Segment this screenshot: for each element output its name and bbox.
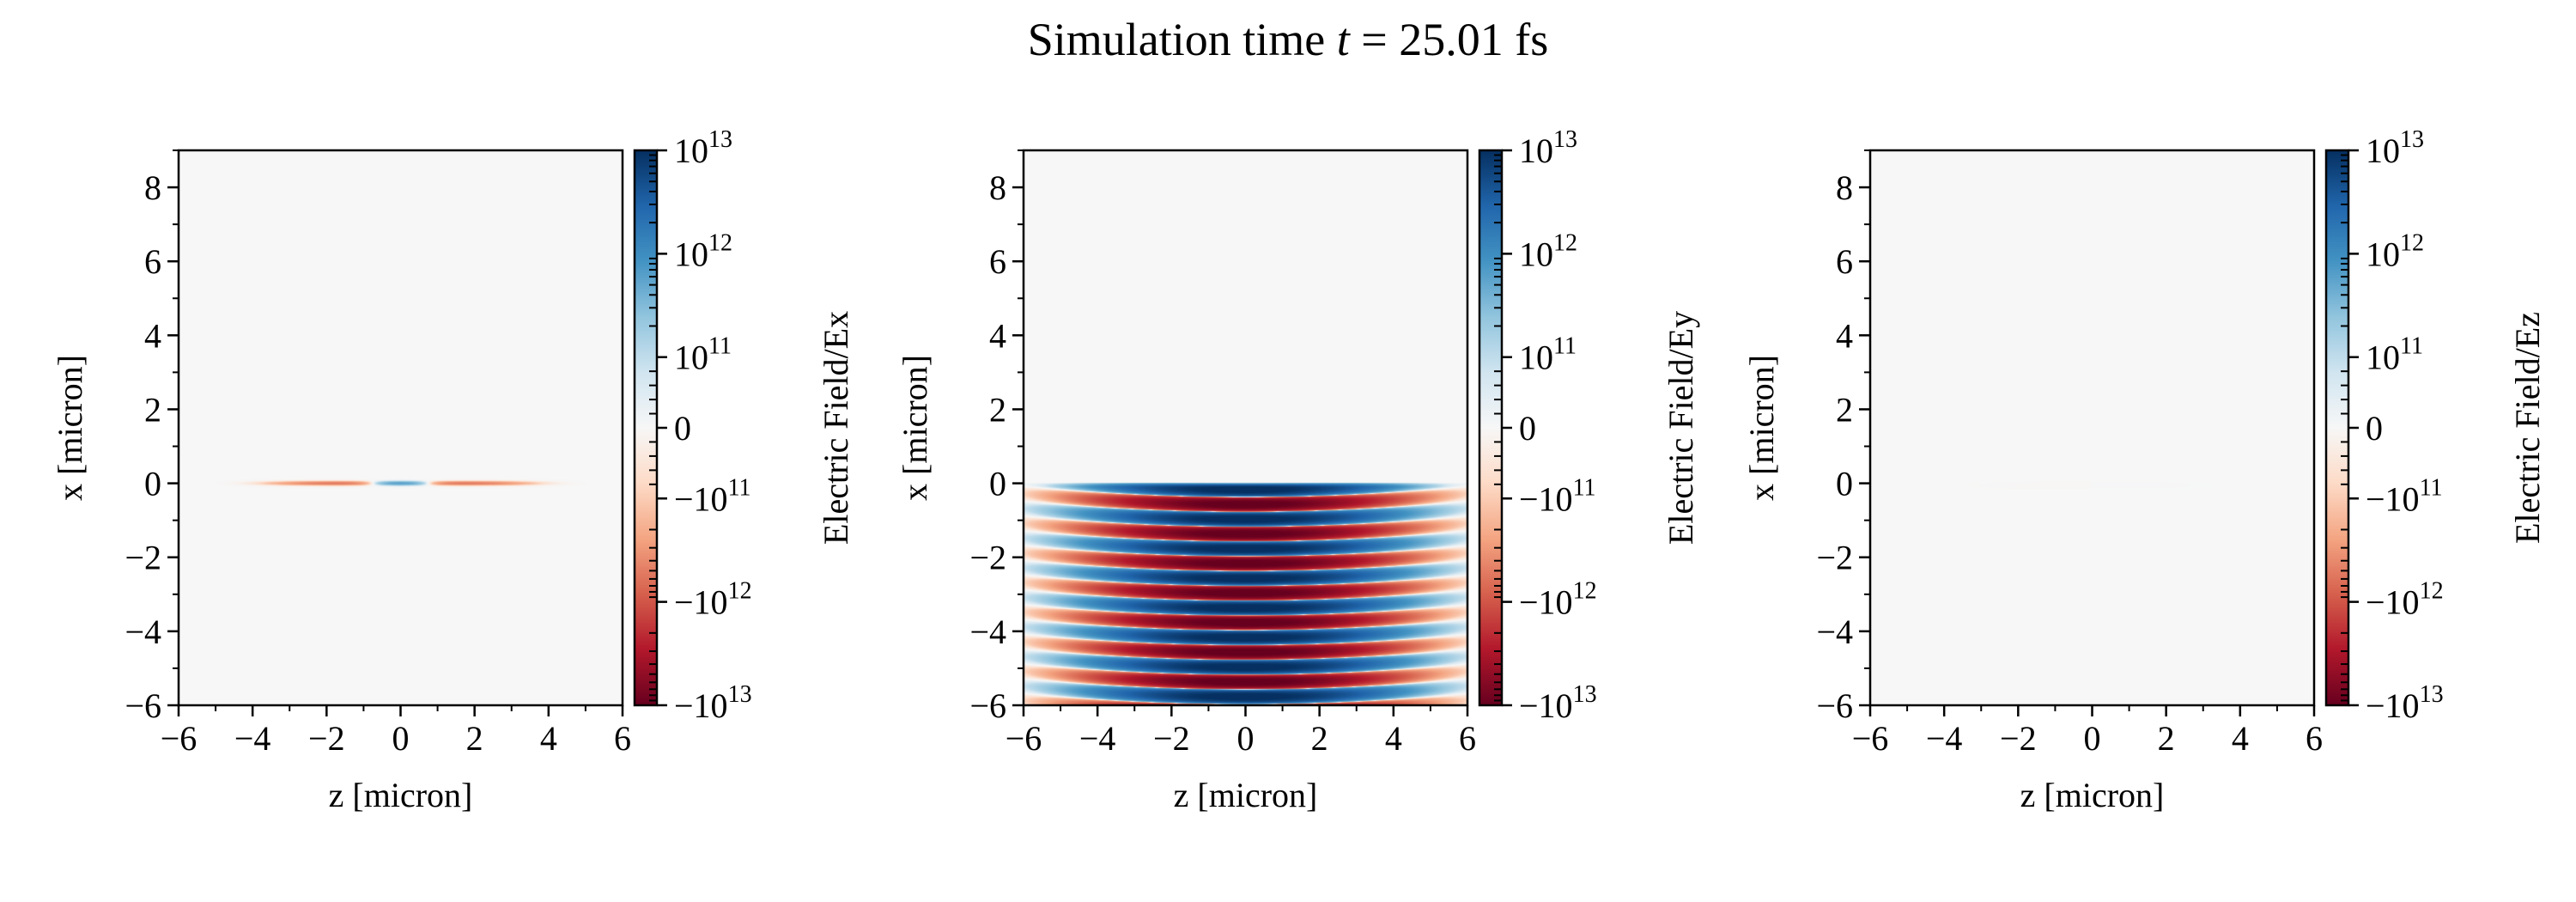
y-tick-label: 2 [1836,390,1853,429]
colorbar-tick-label: −1011 [674,474,751,518]
colorbar-tick-label: 1011 [1519,333,1577,377]
y-axis-label: x [micron] [896,355,934,501]
heatmap-image [1870,150,2314,705]
colorbar-tick-label: −1013 [674,681,752,725]
y-tick-label: 2 [989,390,1006,429]
subplot-ey: −6 −4 −2 0 2 4 6 −6 −4 −2 0 2 4 6 8 z [micron] x [micron… [896,126,1700,814]
colorbar-tick-label: 1012 [674,229,732,273]
colorbar-label: Electric Field/Ey [1662,311,1700,545]
x-axis-label: z [micron] [2020,776,2165,814]
x-tick-label: 2 [1311,719,1328,758]
colorbar-label: Electric Field/Ex [817,311,855,545]
x-tick-label: −2 [1153,719,1190,758]
x-tick-label: −4 [1079,719,1116,758]
x-tick-label: 4 [2232,719,2249,758]
x-tick-label: 2 [2158,719,2175,758]
x-axis-label: z [micron] [1174,776,1318,814]
x-tick-label: −6 [1852,719,1889,758]
colorbar-gradient [635,150,657,705]
y-tick-label: −2 [1816,539,1853,577]
colorbar-tick-label: −1011 [2366,474,2443,518]
figure-title: Simulation time t = 25.01 fs [1028,14,1548,65]
x-tick-label: 6 [2306,719,2323,758]
x-tick-label: −6 [1005,719,1042,758]
colorbar-tick-label: 1012 [2366,229,2424,273]
y-tick-label: 6 [1836,242,1853,281]
colorbar-tick-label: −1011 [1519,474,1596,518]
y-tick-label: −4 [969,613,1006,651]
colorbar-label: Electric Field/Ez [2508,312,2547,544]
y-tick-label: 2 [144,390,161,429]
colorbar-tick-label: 1013 [2366,126,2424,170]
x-tick-label: −2 [308,719,345,758]
y-tick-label: −4 [125,613,161,651]
x-tick-label: −6 [161,719,197,758]
y-tick-label: 8 [1836,168,1853,207]
colorbar-tick-label: −1013 [1519,681,1597,725]
y-tick-label: −6 [1816,686,1853,725]
y-axis-label: x [micron] [51,355,89,501]
x-axis-label: z [micron] [329,776,473,814]
x-tick-label: 0 [2084,719,2101,758]
x-tick-label: −2 [2000,719,2037,758]
y-tick-label: 0 [1836,465,1853,503]
colorbar-tick-label: −1012 [2366,578,2444,622]
colorbar-tick-label: −1013 [2366,681,2444,725]
x-tick-label: 4 [540,719,557,758]
x-tick-label: 6 [614,719,631,758]
x-tick-label: −4 [1926,719,1963,758]
y-tick-label: 0 [144,465,161,503]
y-tick-label: 4 [1836,316,1853,355]
y-tick-label: 4 [989,316,1006,355]
x-tick-label: −4 [234,719,271,758]
y-tick-label: −2 [125,539,161,577]
y-tick-label: −4 [1816,613,1853,651]
colorbar-tick-label: 1012 [1519,229,1577,273]
y-tick-label: 6 [989,242,1006,281]
colorbar-tick-label: 1011 [674,333,732,377]
colorbar: 1013 1012 1011 0 −1011 −1012 −1013 Electric Fie… [2324,126,2547,725]
colorbar-tick-label: −1012 [1519,578,1597,622]
colorbar: 1013 1012 1011 0 −1011 −1012 −1013 Electric Fie… [1478,126,1700,725]
y-axis-label: x [micron] [1742,355,1781,501]
heatmap-image [1024,150,1467,705]
subplot-ez: −6 −4 −2 0 2 4 6 −6 −4 −2 0 2 4 6 8 z [micron] x [micron… [1742,126,2547,814]
y-tick-label: −6 [125,686,161,725]
colorbar: 1013 1012 1011 0 −1011 −1012 −1013 Electric Fie… [633,126,855,725]
x-tick-label: 2 [466,719,483,758]
y-tick-label: −6 [969,686,1006,725]
colorbar-tick-label: 1013 [674,126,732,170]
x-tick-label: 4 [1385,719,1402,758]
y-tick-label: 8 [144,168,161,207]
colorbar-gradient [2326,150,2348,705]
colorbar-tick-label: −1012 [674,578,752,622]
y-tick-label: 8 [989,168,1006,207]
colorbar-tick-label: 0 [2366,409,2383,448]
colorbar-tick-label: 1013 [1519,126,1577,170]
x-tick-label: 0 [1237,719,1255,758]
subplot-ex: −6 −4 −2 0 2 4 6 −6 −4 −2 0 2 4 6 8 z [micron] x [micron… [51,126,855,814]
x-tick-label: 6 [1459,719,1476,758]
y-tick-label: 6 [144,242,161,281]
y-tick-label: 0 [989,465,1006,503]
heatmap-image [179,150,623,705]
y-tick-label: 4 [144,316,161,355]
y-tick-label: −2 [969,539,1006,577]
colorbar-tick-label: 0 [674,409,691,448]
colorbar-gradient [1479,150,1502,705]
x-tick-label: 0 [392,719,410,758]
colorbar-tick-label: 1011 [2366,333,2423,377]
colorbar-tick-label: 0 [1519,409,1536,448]
